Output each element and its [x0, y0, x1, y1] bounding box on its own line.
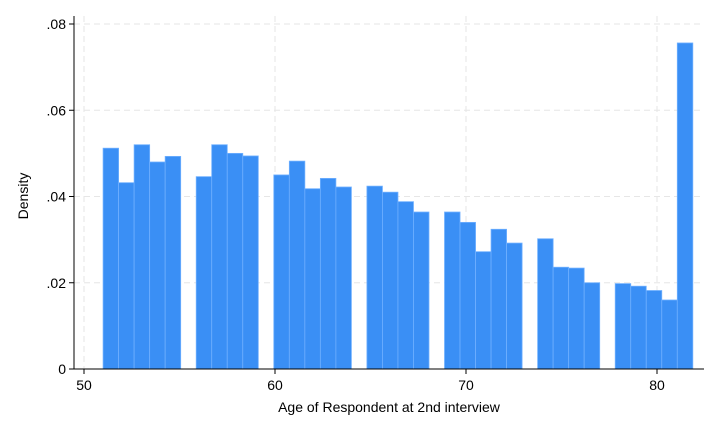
axes: [69, 16, 704, 374]
histogram-bar: [397, 201, 414, 370]
histogram-bar: [475, 251, 492, 370]
histogram-bar: [102, 147, 120, 370]
histogram-bar: [645, 290, 663, 370]
histogram-bar: [630, 285, 647, 370]
histogram-bar: [583, 282, 601, 370]
histogram-bar: [335, 186, 352, 370]
y-tick-label: 0: [58, 361, 66, 377]
histogram-bar: [288, 160, 306, 370]
histogram-bar: [676, 42, 694, 370]
histogram-bar: [552, 266, 570, 370]
histogram-bar: [319, 177, 337, 370]
histogram-bar: [164, 155, 182, 370]
tick-labels: 0 .02 .04 .06 .08 50 60 70 80: [47, 16, 665, 393]
histogram-bar: [366, 185, 383, 370]
histogram-bar: [304, 188, 321, 370]
histogram-bar: [614, 283, 632, 370]
histogram-bar: [382, 191, 399, 370]
x-tick-label: 50: [76, 377, 92, 393]
histogram-bar: [490, 228, 507, 370]
x-tick-label: 60: [267, 377, 283, 393]
histogram-bar: [506, 242, 523, 370]
histogram-bar: [149, 161, 166, 370]
histogram-bar: [118, 182, 135, 370]
histogram-bar: [444, 211, 461, 370]
histogram-bar: [413, 211, 430, 370]
histogram-bar: [242, 155, 259, 370]
histogram-bar: [211, 144, 228, 370]
histogram-bar: [226, 152, 244, 370]
histogram-bar: [273, 174, 290, 370]
x-tick-label: 80: [649, 377, 665, 393]
histogram-bar: [661, 299, 678, 370]
y-tick-label: .02: [47, 275, 67, 291]
bars: [102, 42, 694, 370]
x-tick-label: 70: [458, 377, 474, 393]
y-tick-label: .06: [47, 102, 67, 118]
x-axis-title: Age of Respondent at 2nd interview: [278, 399, 501, 415]
histogram-bar: [133, 144, 151, 370]
histogram-bar: [568, 267, 585, 370]
y-tick-label: .08: [47, 16, 67, 32]
y-tick-label: .04: [47, 189, 67, 205]
histogram-bar: [459, 221, 476, 370]
y-axis-title: Density: [15, 173, 31, 220]
histogram-bar: [195, 176, 213, 370]
histogram-bar: [537, 238, 554, 370]
